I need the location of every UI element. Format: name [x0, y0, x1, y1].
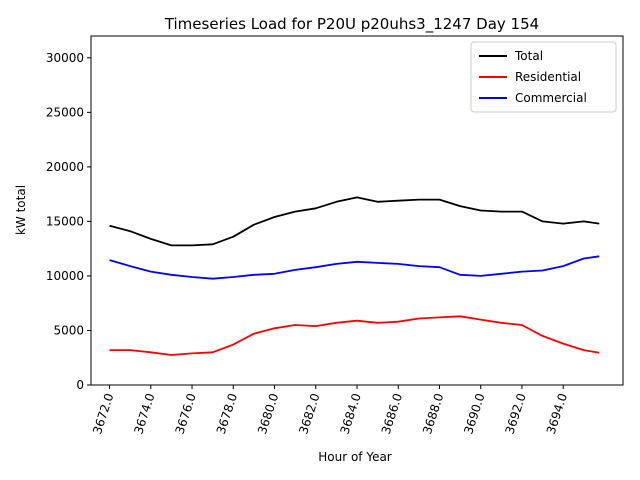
x-tick-label: 3676.0 [173, 392, 199, 436]
y-tick-label: 10000 [46, 269, 84, 283]
x-tick-label: 3672.0 [90, 392, 116, 436]
legend-label-total: Total [514, 49, 543, 63]
y-tick-label: 0 [76, 378, 84, 392]
x-tick-label: 3694.0 [544, 392, 570, 436]
x-tick-label: 3688.0 [420, 392, 446, 436]
y-tick-label: 5000 [53, 323, 84, 337]
y-tick-label: 20000 [46, 160, 84, 174]
legend-box [470, 41, 617, 113]
x-tick-label: 3680.0 [255, 392, 281, 436]
x-axis-ticks: 3672.0 3674.0 3676.0 3678.0 3680.0 3682.0 3684… [90, 385, 570, 436]
x-tick-label: 3686.0 [379, 392, 405, 436]
x-tick-label: 3682.0 [296, 392, 322, 436]
x-tick-label: 3674.0 [131, 392, 157, 436]
y-axis-ticks: 0 5000 10000 15000 20000 25000 30000 [46, 51, 91, 392]
x-tick-label: 3678.0 [214, 392, 240, 436]
legend: Total Residential Commercial [470, 41, 617, 113]
series-line-commercial [109, 255, 600, 280]
x-tick-label: 3690.0 [461, 392, 487, 436]
x-tick-label: 3684.0 [338, 392, 364, 436]
series-line-total [109, 196, 600, 247]
x-tick-label: 3692.0 [503, 392, 529, 436]
y-tick-label: 25000 [46, 105, 84, 119]
y-axis-label: kW total [14, 185, 28, 235]
x-axis-label: Hour of Year [318, 450, 392, 464]
legend-label-commercial: Commercial [515, 91, 587, 105]
y-tick-label: 30000 [46, 51, 84, 65]
legend-label-residential: Residential [515, 70, 581, 84]
y-tick-label: 15000 [46, 214, 84, 228]
series-lines [109, 196, 600, 356]
plot-frame [90, 35, 624, 386]
chart-title: Timeseries Load for P20U p20uhs3_1247 Da… [164, 15, 539, 34]
series-line-residential [109, 315, 600, 356]
